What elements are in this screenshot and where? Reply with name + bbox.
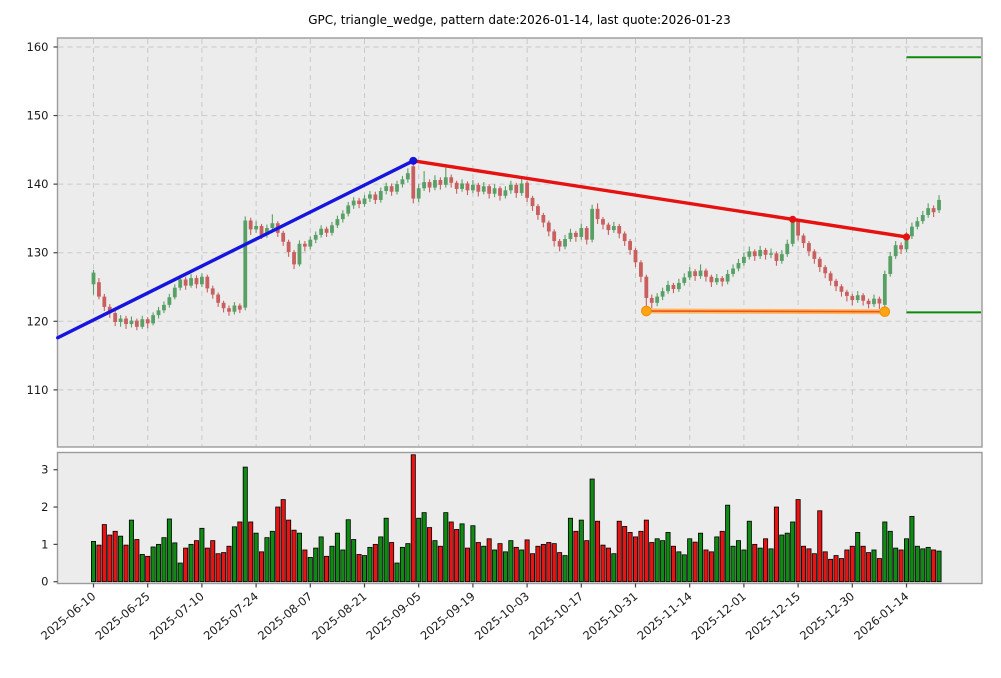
svg-text:2025-07-24: 2025-07-24 (201, 589, 261, 643)
volume-axis-labels: 0 1 2 3 (41, 463, 58, 589)
svg-text:120: 120 (27, 314, 49, 328)
svg-text:2025-10-17: 2025-10-17 (526, 589, 586, 643)
svg-text:2: 2 (41, 500, 48, 514)
orange-support-marker (641, 305, 652, 317)
orange-support-marker (879, 306, 891, 318)
price-panel (56, 37, 983, 448)
svg-text:2025-11-14: 2025-11-14 (634, 589, 694, 643)
svg-text:2026-01-14: 2026-01-14 (851, 589, 911, 643)
chart-title: GPC, triangle_wedge, pattern date:2026-0… (308, 13, 731, 27)
svg-text:2025-07-10: 2025-07-10 (147, 589, 207, 643)
svg-text:110: 110 (27, 383, 49, 397)
blue-trendline-marker (409, 156, 418, 165)
svg-text:130: 130 (27, 246, 49, 260)
svg-text:2025-09-05: 2025-09-05 (363, 589, 423, 643)
svg-text:0: 0 (41, 575, 48, 589)
svg-text:2025-12-15: 2025-12-15 (743, 589, 803, 643)
red-trendline (411, 159, 911, 241)
candlesticks (91, 159, 941, 331)
svg-text:2025-09-19: 2025-09-19 (418, 589, 478, 643)
svg-text:150: 150 (27, 109, 49, 123)
red-trendline-marker (902, 233, 911, 241)
svg-text:140: 140 (27, 177, 49, 191)
orange-support-line (641, 305, 891, 318)
svg-text:2025-12-01: 2025-12-01 (689, 589, 749, 643)
price-axis-labels: 110 120 130 140 150 160 (27, 40, 58, 397)
svg-text:2025-10-31: 2025-10-31 (580, 589, 640, 643)
svg-text:2025-08-21: 2025-08-21 (309, 589, 369, 643)
red-trendline-marker (789, 215, 797, 223)
svg-text:160: 160 (27, 40, 49, 54)
svg-text:2025-08-07: 2025-08-07 (255, 589, 315, 643)
date-axis-labels: 2025-06-102025-06-252025-07-102025-07-24… (38, 583, 911, 643)
svg-text:3: 3 (41, 463, 48, 477)
volume-bars (91, 454, 942, 583)
svg-text:2025-12-30: 2025-12-30 (797, 589, 857, 643)
svg-text:1: 1 (41, 537, 48, 551)
svg-text:2025-10-03: 2025-10-03 (472, 589, 532, 643)
blue-trendline (56, 156, 418, 340)
svg-text:2025-06-10: 2025-06-10 (38, 589, 98, 643)
svg-text:2025-06-25: 2025-06-25 (92, 589, 152, 643)
price-grid (58, 39, 981, 446)
